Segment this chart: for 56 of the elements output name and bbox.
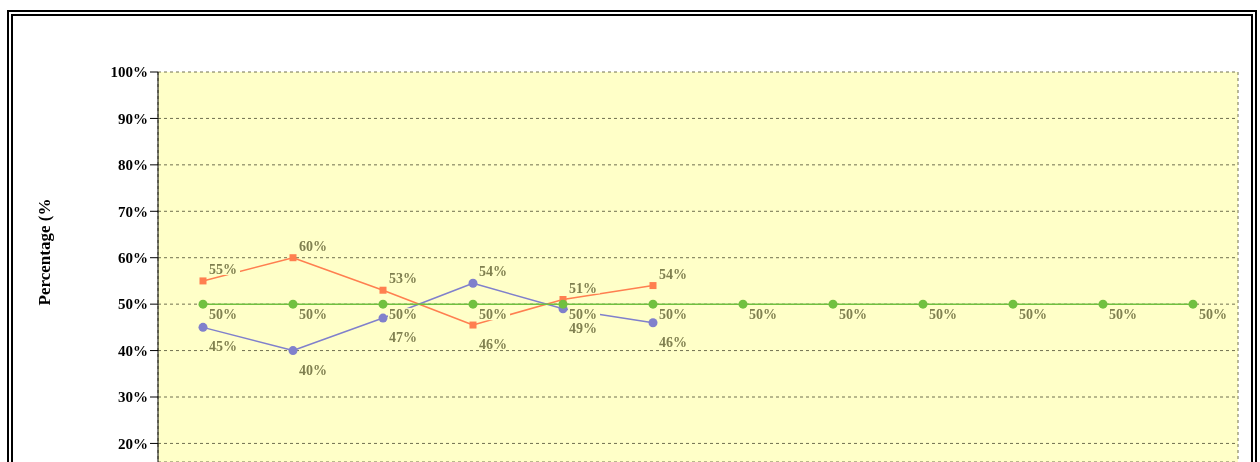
data-label: 54% <box>479 264 507 280</box>
y-tick-label: 80% <box>118 157 148 174</box>
point <box>288 346 298 356</box>
point <box>199 277 207 285</box>
y-tick-label: 90% <box>118 110 148 127</box>
y-tick-label: 20% <box>118 435 148 452</box>
point <box>918 299 928 309</box>
point <box>828 299 838 309</box>
data-label: 50% <box>299 307 327 323</box>
data-label: 50% <box>839 307 867 323</box>
point <box>558 299 568 309</box>
point <box>1188 299 1198 309</box>
point <box>468 299 478 309</box>
point <box>198 299 208 309</box>
y-tick-label: 60% <box>118 250 148 267</box>
data-label: 47% <box>389 330 417 346</box>
data-label: 50% <box>389 307 417 323</box>
point <box>649 282 657 290</box>
y-tick-label: 30% <box>118 389 148 406</box>
data-label: 60% <box>299 238 327 254</box>
data-label: 53% <box>389 271 417 287</box>
y-axis-title: Percentage (% <box>35 198 54 306</box>
point <box>1098 299 1108 309</box>
data-label: 40% <box>299 362 327 378</box>
data-label: 51% <box>569 280 597 296</box>
y-tick-label: 70% <box>118 203 148 220</box>
data-label: 50% <box>569 307 597 323</box>
data-label: 50% <box>1019 307 1047 323</box>
data-label: 49% <box>569 320 597 336</box>
data-label: 45% <box>209 339 237 355</box>
data-label: 50% <box>209 307 237 323</box>
point <box>468 278 478 288</box>
y-tick-label: 100% <box>110 64 148 81</box>
data-label: 50% <box>1199 307 1227 323</box>
y-tick-label: 40% <box>118 342 148 359</box>
data-label: 54% <box>659 266 687 282</box>
point <box>288 299 298 309</box>
data-label: 46% <box>659 334 687 350</box>
point <box>379 286 387 294</box>
data-label: 55% <box>209 261 237 277</box>
point <box>1008 299 1018 309</box>
point <box>198 322 208 332</box>
point <box>469 321 477 329</box>
y-tick-label: 50% <box>118 296 148 313</box>
data-label: 50% <box>929 307 957 323</box>
point <box>648 318 658 328</box>
data-label: 46% <box>479 337 507 353</box>
point <box>378 299 388 309</box>
data-label: 50% <box>659 307 687 323</box>
point <box>289 254 297 262</box>
point <box>738 299 748 309</box>
data-label: 50% <box>1109 307 1137 323</box>
point <box>378 313 388 323</box>
point <box>648 299 658 309</box>
data-label: 50% <box>479 307 507 323</box>
data-label: 50% <box>749 307 777 323</box>
